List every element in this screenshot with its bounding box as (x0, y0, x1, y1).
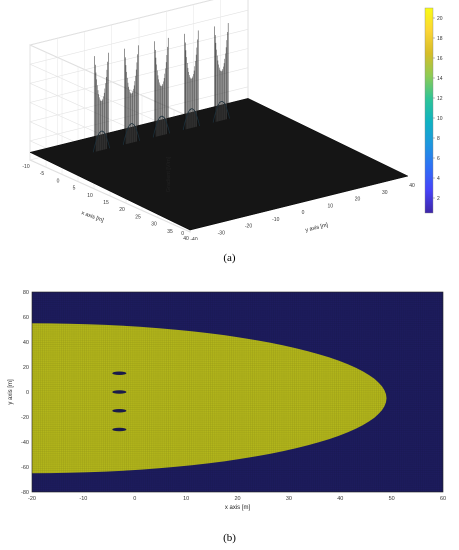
colorbar-tick-label: 10 (437, 116, 443, 122)
colorbar-tick-label: 16 (437, 56, 443, 62)
x-tick-label: 10 (183, 496, 189, 502)
y-tick-label: 40 (409, 183, 415, 189)
spike-base (182, 108, 200, 131)
heatmap-group (31, 291, 444, 493)
z-axis-label: Gradient [V/m] (166, 156, 172, 192)
y-tick-label: 0 (302, 210, 305, 216)
x-tick-label: 0 (57, 178, 60, 184)
electrode-marker (112, 371, 127, 376)
colorbar-tick-label: 12 (437, 96, 443, 102)
colorbar-tick-label: 6 (437, 156, 440, 162)
cell-grid (32, 292, 443, 492)
surface-plot-a: 051015202530-10-50510152025303540-40-30-… (22, 0, 443, 240)
colorbar-tick-label: 18 (437, 36, 443, 42)
x-tick-label: 5 (73, 186, 76, 192)
x-tick-label: 30 (151, 222, 157, 228)
heatmap-plot-b: -20 -10 0 10 20 30 40 50 60 -80 -60 -40 -20 0 20 40 60 80… (8, 290, 446, 511)
y-tick-label: 80 (23, 290, 29, 296)
y-tick-label: 40 (23, 340, 29, 346)
colorbar (424, 7, 434, 214)
z-tick-label: 0 (181, 231, 184, 237)
x-axis-label: x axis [m] (80, 210, 104, 224)
x-tick-label: 60 (440, 496, 446, 502)
y-tick-label: -80 (21, 490, 29, 496)
colorbar-tick-label: 4 (437, 176, 440, 182)
x-tick-label: 20 (119, 207, 125, 213)
spike-base (122, 123, 140, 145)
x-tick-label: 0 (133, 496, 136, 502)
x-tick-label: 35 (167, 229, 173, 235)
x-tick-label: -5 (40, 171, 45, 177)
y-tick-label: 20 (23, 365, 29, 371)
surface-axes-group: 051015202530-10-50510152025303540-40-30-… (22, 0, 415, 240)
y-tick-label: 60 (23, 315, 29, 321)
x-tick-label: -20 (28, 496, 36, 502)
y-tick-label: -20 (245, 224, 252, 230)
x-tick-label: 50 (389, 496, 395, 502)
x-tick-label: 15 (103, 200, 109, 206)
y-tick-label: -40 (21, 440, 29, 446)
x-tick-label: -10 (79, 496, 87, 502)
spike-base (212, 100, 230, 123)
x-tick-label: 30 (286, 496, 292, 502)
caption-b: (b) (223, 532, 236, 544)
caption-a: (a) (223, 252, 236, 264)
electrode-marker (112, 427, 127, 432)
x-tick-label: -10 (22, 164, 29, 170)
y-tick-label: -40 (190, 237, 197, 240)
colorbar-tick-label: 2 (437, 196, 440, 202)
electrode-marker (112, 408, 127, 413)
plot-frame (31, 291, 444, 493)
x-tick-label: 40 (337, 496, 343, 502)
x-tick-label: 25 (135, 214, 141, 220)
y-tick-label: 30 (382, 190, 388, 196)
electrode-marker (112, 390, 127, 394)
spike-base (92, 130, 111, 153)
x-tick-label: 40 (183, 236, 189, 240)
y-tick-label: -30 (218, 230, 225, 236)
x-tick-label: 10 (87, 193, 93, 199)
y-axis-label: y axis [m] (305, 222, 329, 234)
y-axis-label: y axis [m] (8, 379, 14, 405)
y-tick-label: 10 (327, 203, 333, 209)
y-tick-label: -20 (21, 415, 29, 421)
colorbar-tick-label: 8 (437, 136, 440, 142)
x-tick-label: 20 (234, 496, 240, 502)
y-tick-label: 0 (26, 390, 29, 396)
x-axis-label: x axis [m] (225, 505, 251, 511)
y-tick-label: 20 (355, 197, 361, 203)
colorbar-tick-label: 20 (437, 16, 443, 22)
y-tick-label: -10 (272, 217, 279, 223)
colorbar-tick-label: 14 (437, 76, 443, 82)
spike-base (152, 115, 170, 138)
y-tick-label: -60 (21, 465, 29, 471)
